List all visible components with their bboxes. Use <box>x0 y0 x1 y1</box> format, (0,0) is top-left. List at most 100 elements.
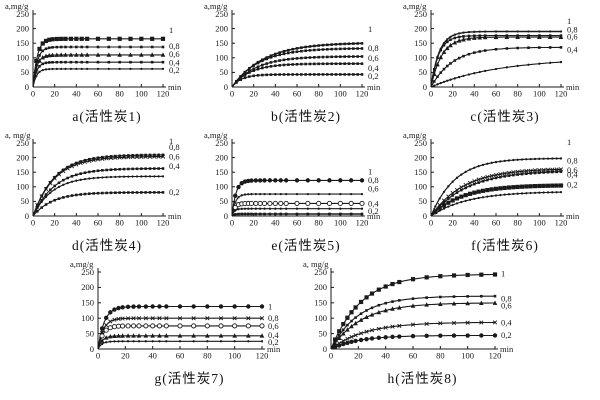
x-tick-label: 40 <box>381 351 390 361</box>
x-tick-label: 120 <box>355 89 368 99</box>
series-0,6: 0,6 <box>330 300 512 350</box>
x-tick-label: 0 <box>229 89 233 99</box>
y-tick-label: 0 <box>223 211 227 221</box>
series-0,4: 0,4 <box>97 330 279 350</box>
x-tick-label: 60 <box>409 351 418 361</box>
y-tick-label: 50 <box>219 196 228 206</box>
chart-f: 0 50 100 150 200 250 0 20 40 60 80 100 120 a,mg/g min 1… <box>400 129 599 258</box>
x-tick-label: 60 <box>93 89 102 99</box>
series-line <box>32 175 163 217</box>
x-tick-label: 40 <box>271 218 280 228</box>
y-tick-label: 200 <box>414 152 427 162</box>
y-tick-label: 100 <box>81 313 94 323</box>
y-tick-label: 0 <box>24 82 28 92</box>
y-axis-label: a,mg/g <box>403 1 427 11</box>
x-tick-label: 20 <box>249 89 257 99</box>
series-label: 0,2 <box>268 337 279 347</box>
x-tick-label: 120 <box>156 89 169 99</box>
series-1: 1 <box>330 268 505 350</box>
y-axis-label: a,mg/g <box>204 1 228 11</box>
x-tick-label: 120 <box>489 351 502 361</box>
series-label: 0,4 <box>169 57 180 67</box>
x-tick-label: 80 <box>513 89 522 99</box>
series-0,4: 0,4 <box>230 199 379 217</box>
y-axis-label: a, mg/g <box>5 130 31 140</box>
x-axis-label: min <box>566 211 580 221</box>
series-label: 1 <box>567 16 571 26</box>
y-tick-label: 150 <box>414 38 427 48</box>
series-0,4: 0,4 <box>32 161 180 217</box>
chart-d-caption: d(活性炭4) <box>72 238 142 253</box>
series-label: 0,8 <box>501 294 512 304</box>
series-label: 1 <box>268 301 272 311</box>
x-tick-label: 60 <box>93 218 102 228</box>
chart-a-plot: 0 50 100 150 200 250 0 20 40 60 80 100 120 a,mg/g min 1… <box>5 1 182 99</box>
series-0,2: 0,2 <box>97 337 279 350</box>
y-tick-label: 100 <box>414 53 427 63</box>
series-label: 0,4 <box>567 169 578 179</box>
x-tick-label: 120 <box>554 218 567 228</box>
y-tick-label: 50 <box>418 196 427 206</box>
series-0,6: 0,6 <box>31 49 179 88</box>
y-tick-label: 100 <box>215 182 228 192</box>
chart-e: 0 50 100 150 200 250 0 20 40 60 80 100 120 a,mg/g min 1… <box>201 129 400 258</box>
axes: 0 50 100 150 200 250 0 20 40 60 80 100 120 <box>215 9 368 99</box>
x-tick-label: 40 <box>72 89 81 99</box>
x-axis-label: min <box>367 211 381 221</box>
chart-c-caption: c(活性炭3) <box>470 109 540 124</box>
chart-b-plot: 0 50 100 150 200 250 0 20 40 60 80 100 120 a,mg/g min 1… <box>204 1 381 99</box>
x-tick-label: 100 <box>333 89 346 99</box>
series-label: 0,8 <box>169 41 180 51</box>
series-label: 0,8 <box>368 43 379 53</box>
y-tick-label: 50 <box>418 67 427 77</box>
series-0,2 <box>430 60 562 88</box>
series-label: 1 <box>501 268 505 278</box>
series-0,8: 0,8 <box>430 155 578 217</box>
series-0,4: 0,4 <box>430 44 578 88</box>
x-axis-label: min <box>267 344 281 354</box>
x-tick-label: 20 <box>121 351 130 361</box>
series-label: 0,6 <box>169 152 180 162</box>
x-tick-label: 0 <box>428 89 432 99</box>
y-tick-label: 0 <box>422 82 426 92</box>
series-1: 1 <box>429 16 571 88</box>
series-label: 0,8 <box>567 155 578 165</box>
x-tick-label: 20 <box>50 218 59 228</box>
x-tick-label: 80 <box>115 218 124 228</box>
y-tick-label: 50 <box>20 196 29 206</box>
x-tick-label: 40 <box>470 218 479 228</box>
x-tick-label: 120 <box>355 218 368 228</box>
series-label: 0,8 <box>368 175 379 185</box>
series-1: 1 <box>97 301 272 350</box>
series-1: 1 <box>230 24 372 88</box>
series-0,6: 0,6 <box>230 183 378 217</box>
axes: 0 50 100 150 200 250 0 20 40 60 80 100 120 <box>16 138 169 228</box>
x-tick-label: 0 <box>30 218 34 228</box>
series-label: 1 <box>567 137 571 147</box>
series-label: 0,8 <box>169 142 180 152</box>
chart-b: 0 50 100 150 200 250 0 20 40 60 80 100 120 a,mg/g min 1… <box>201 0 400 129</box>
y-tick-label: 250 <box>314 267 327 277</box>
series-label: 0,8 <box>268 313 279 323</box>
axes: 0 50 100 150 200 250 0 20 40 60 80 100 120 <box>81 267 268 361</box>
series-0,8: 0,8 <box>429 25 577 88</box>
series-0,6: 0,6 <box>429 32 577 88</box>
chart-a: 0 50 100 150 200 250 0 20 40 60 80 100 120 a,mg/g min 1… <box>2 0 201 129</box>
x-tick-label: 100 <box>134 89 147 99</box>
chart-f-caption: f(活性炭6) <box>471 238 539 253</box>
chart-row-3: 0 50 100 150 200 250 0 20 40 60 80 100 120 a,mg/g min 1… <box>0 258 600 391</box>
chart-g-caption: g(活性炭7) <box>154 371 225 386</box>
series-line <box>31 54 163 88</box>
series-0,2: 0,2 <box>330 330 512 350</box>
x-tick-label: 20 <box>448 89 457 99</box>
series-1: 1 <box>230 166 372 217</box>
series-line <box>430 61 561 88</box>
x-tick-label: 80 <box>115 89 124 99</box>
series-0,6: 0,6 <box>231 53 378 88</box>
series-0,8: 0,8 <box>97 313 279 350</box>
axes: 0 50 100 150 200 250 0 20 40 60 80 100 120 <box>314 267 501 361</box>
y-tick-label: 50 <box>219 67 228 77</box>
y-tick-label: 200 <box>215 23 228 33</box>
y-tick-label: 100 <box>215 53 228 63</box>
